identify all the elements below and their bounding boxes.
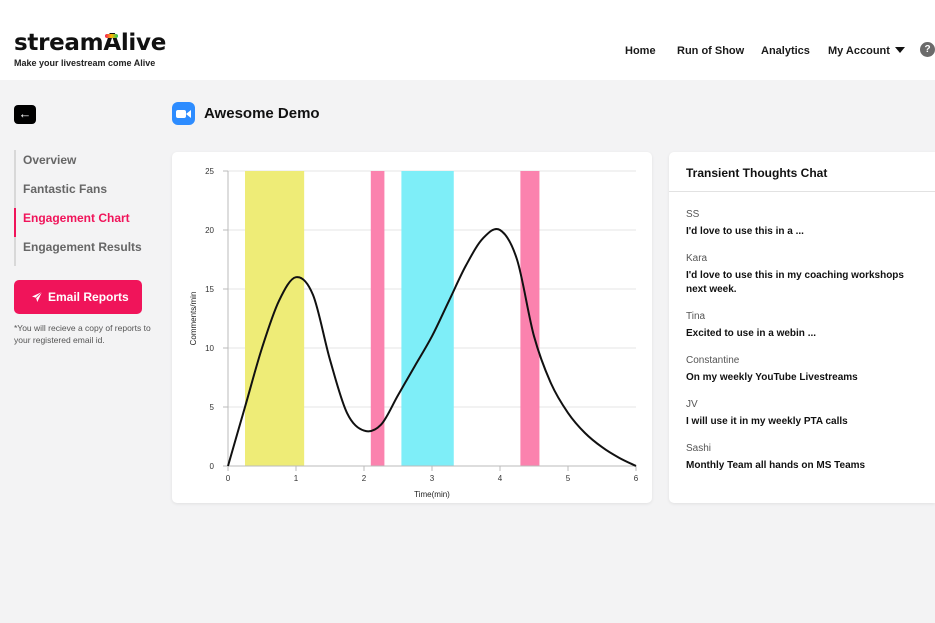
y-tick-label: 15 bbox=[205, 285, 214, 294]
x-tick-label: 3 bbox=[430, 474, 435, 483]
engagement-chart: 0 5 10 15 20 25 0 1 2 3 4 5 6 Time(min) Comments/min bbox=[189, 167, 639, 499]
nav-my-account[interactable]: My Account bbox=[828, 45, 905, 57]
chat-message: Constantine On my weekly YouTube Livestr… bbox=[686, 354, 925, 385]
x-axis-label: Time(min) bbox=[414, 490, 450, 499]
x-tick-label: 2 bbox=[362, 474, 367, 483]
sidebar-item-overview[interactable]: Overview bbox=[14, 150, 159, 179]
chat-message: Kara I'd love to use this in my coaching… bbox=[686, 252, 925, 297]
x-tick-label: 4 bbox=[498, 474, 503, 483]
chat-list: SS I'd love to use this in a ... Kara I'… bbox=[669, 192, 935, 473]
nav-home[interactable]: Home bbox=[625, 45, 656, 57]
y-tick-label: 25 bbox=[205, 167, 214, 176]
brand-accent-mark bbox=[105, 34, 119, 38]
chat-message: Sashi Monthly Team all hands on MS Teams bbox=[686, 442, 925, 473]
chat-text: Excited to use in a webin ... bbox=[686, 328, 817, 339]
nav-my-account-label: My Account bbox=[828, 45, 890, 57]
help-icon[interactable]: ? bbox=[920, 42, 935, 57]
nav-analytics[interactable]: Analytics bbox=[761, 45, 810, 57]
chat-user: SS bbox=[686, 209, 700, 220]
nav-run-of-show[interactable]: Run of Show bbox=[677, 45, 745, 57]
chat-message: JV I will use it in my weekly PTA calls bbox=[686, 398, 925, 429]
sidebar-item-engagement-chart[interactable]: Engagement Chart bbox=[14, 208, 159, 237]
chat-text: Monthly Team all hands on MS Teams bbox=[686, 460, 866, 471]
chat-message: Tina Excited to use in a webin ... bbox=[686, 310, 925, 341]
sidebar-nav: Overview Fantastic Fans Engagement Chart… bbox=[14, 150, 159, 266]
chat-user: Sashi bbox=[686, 443, 712, 454]
y-tick-label: 0 bbox=[210, 462, 215, 471]
chat-user: JV bbox=[686, 399, 698, 410]
top-bar: streamA live Make your livestream come Al… bbox=[0, 0, 935, 80]
chat-message: SS I'd love to use this in a ... bbox=[686, 208, 925, 239]
email-note: *You will recieve a copy of reports to y… bbox=[14, 323, 151, 345]
y-axis-label: Comments/min bbox=[189, 292, 198, 346]
chat-text: On my weekly YouTube Livestreams bbox=[686, 372, 858, 383]
y-tick-label: 5 bbox=[210, 403, 215, 412]
back-button[interactable]: ← bbox=[14, 105, 36, 124]
brand-wordmark: streamA live bbox=[14, 30, 167, 56]
x-tick-label: 1 bbox=[294, 474, 299, 483]
chat-panel: Transient Thoughts Chat SS I'd love to u… bbox=[669, 152, 935, 503]
highlight-band bbox=[245, 171, 305, 466]
send-icon bbox=[32, 291, 43, 302]
x-tick-label: 6 bbox=[634, 474, 639, 483]
page-title: Awesome Demo bbox=[204, 105, 320, 122]
brand-tagline: Make your livestream come Alive bbox=[14, 58, 156, 68]
email-reports-label: Email Reports bbox=[48, 290, 129, 304]
engagement-chart-card: 0 5 10 15 20 25 0 1 2 3 4 5 6 Time(min) Comments/min bbox=[172, 152, 652, 503]
chat-user: Constantine bbox=[686, 355, 740, 366]
y-tick-label: 10 bbox=[205, 344, 214, 353]
y-tick-label: 20 bbox=[205, 226, 214, 235]
series-line bbox=[227, 227, 637, 467]
highlight-band bbox=[370, 171, 385, 466]
sidebar-item-fantastic-fans[interactable]: Fantastic Fans bbox=[14, 179, 159, 208]
sidebar-item-engagement-results[interactable]: Engagement Results bbox=[14, 237, 159, 266]
highlight-band bbox=[401, 171, 454, 466]
chat-user: Tina bbox=[686, 311, 706, 322]
zoom-icon bbox=[172, 102, 195, 125]
chat-text: I'd love to use this in my coaching work… bbox=[686, 270, 904, 295]
chevron-down-icon bbox=[894, 47, 905, 53]
x-tick-label: 0 bbox=[226, 474, 231, 483]
chat-text: I will use it in my weekly PTA calls bbox=[686, 416, 848, 427]
x-tick-label: 5 bbox=[566, 474, 571, 483]
chat-title: Transient Thoughts Chat bbox=[669, 152, 935, 192]
brand-logo[interactable]: streamA live Make your livestream come Al… bbox=[14, 30, 166, 68]
chat-user: Kara bbox=[686, 253, 708, 264]
chat-text: I'd love to use this in a ... bbox=[686, 226, 804, 237]
email-reports-button[interactable]: Email Reports bbox=[14, 280, 142, 314]
